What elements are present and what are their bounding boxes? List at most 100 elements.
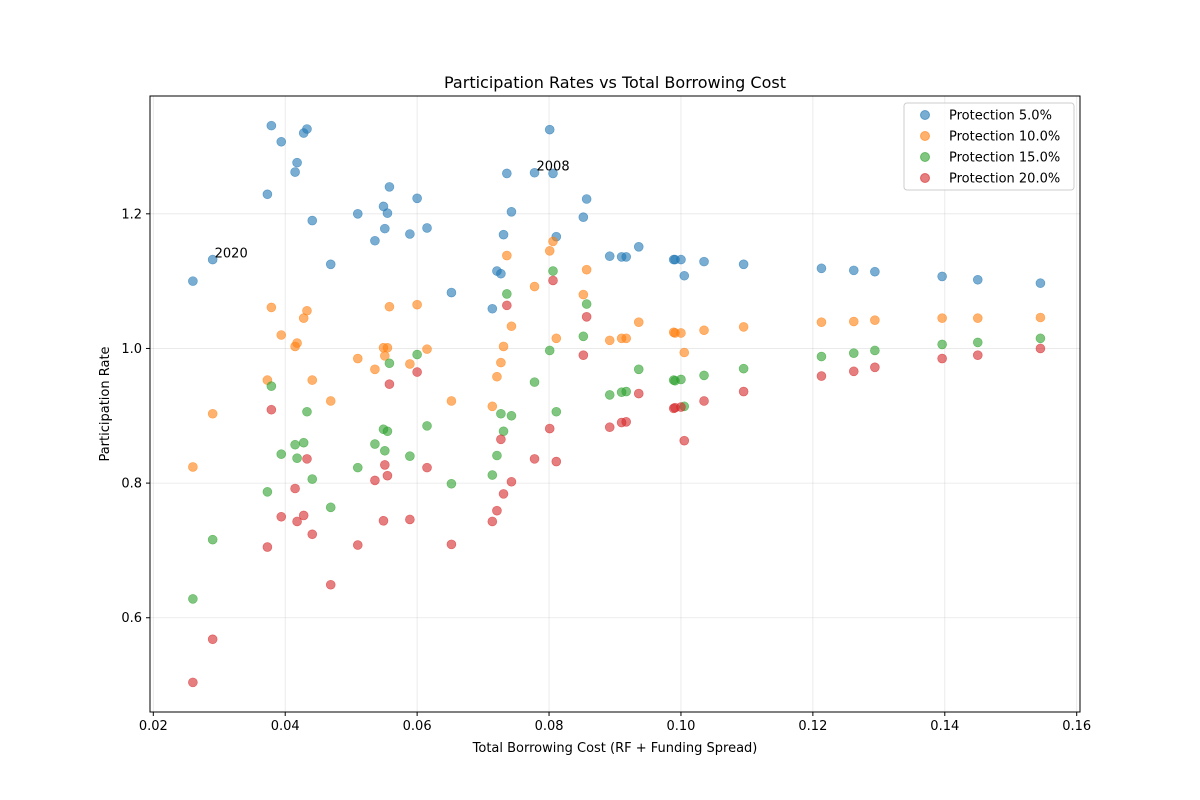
data-point — [581, 264, 592, 275]
data-point — [422, 462, 432, 473]
data-point — [502, 168, 512, 179]
data-point — [378, 516, 389, 526]
data-point — [325, 396, 336, 406]
data-point — [307, 375, 318, 385]
data-point — [578, 331, 589, 342]
data-point — [292, 157, 302, 168]
data-point — [412, 349, 422, 360]
data-point — [604, 422, 615, 433]
data-point — [699, 256, 709, 267]
data-point — [676, 254, 686, 265]
data-point — [266, 120, 277, 131]
data-point — [1035, 343, 1046, 354]
data-point — [621, 417, 632, 427]
data-point — [298, 510, 309, 521]
data-point — [506, 410, 517, 421]
data-point — [352, 209, 363, 219]
legend-box — [903, 102, 1075, 191]
data-point — [207, 534, 218, 545]
data-point — [699, 370, 709, 381]
data-point — [633, 317, 644, 328]
data-point — [262, 487, 273, 497]
data-point — [384, 301, 395, 312]
data-point — [370, 439, 380, 449]
data-point — [325, 579, 336, 590]
data-point — [738, 259, 749, 270]
data-point — [292, 516, 302, 527]
data-point — [738, 363, 749, 374]
data-point — [266, 302, 277, 313]
data-point — [498, 426, 509, 437]
data-point — [207, 634, 218, 645]
data-point — [506, 321, 517, 332]
data-point — [502, 289, 512, 299]
data-point — [422, 421, 432, 431]
data-point — [676, 328, 686, 338]
axis-ticks: 0.02 0.04 0.06 0.08 0.10 0.12 0.14 0.16 0.6 0.8 1.… — [121, 207, 1091, 734]
data-point — [633, 388, 644, 399]
data-point — [848, 366, 859, 377]
data-point — [405, 229, 415, 239]
data-point — [937, 339, 947, 350]
data-point — [1035, 312, 1046, 323]
data-point — [188, 677, 198, 688]
y-tick-label: 1.2 — [121, 207, 142, 222]
data-point — [382, 470, 393, 481]
y-axis-label: Participation Rate — [98, 346, 113, 461]
data-point — [581, 299, 592, 309]
data-point — [262, 542, 273, 552]
data-point — [848, 348, 859, 358]
legend-label: Protection 10.0% — [949, 130, 1060, 145]
data-point — [307, 529, 318, 540]
annotations: 2020 2008 — [215, 160, 570, 262]
data-point — [738, 386, 749, 397]
data-point — [422, 344, 432, 354]
data-point — [266, 381, 277, 391]
series-2 — [188, 236, 1046, 472]
data-point — [266, 404, 277, 415]
data-point — [581, 194, 592, 204]
data-point — [578, 212, 589, 222]
data-point — [1035, 333, 1046, 344]
data-point — [738, 322, 749, 332]
data-points — [188, 120, 1046, 688]
data-point — [699, 325, 709, 336]
legend: Protection 5.0% Protection 10.0% Protectio… — [903, 102, 1075, 191]
data-point — [502, 250, 512, 261]
data-point — [816, 263, 827, 274]
data-point — [578, 350, 589, 360]
data-point — [498, 489, 509, 499]
data-point — [870, 315, 880, 325]
data-point — [548, 168, 558, 179]
data-point — [604, 251, 615, 262]
plot-frame — [149, 95, 1081, 713]
data-point — [412, 299, 422, 310]
legend-label: Protection 5.0% — [949, 109, 1052, 124]
data-point — [302, 124, 312, 134]
data-point — [816, 351, 827, 362]
data-point — [412, 193, 422, 204]
data-point — [487, 401, 498, 412]
data-point — [551, 333, 562, 344]
legend-label: Protection 15.0% — [949, 151, 1060, 166]
data-point — [262, 189, 273, 200]
data-point — [972, 350, 983, 360]
data-point — [529, 281, 540, 292]
data-point — [290, 167, 300, 177]
legend-marker — [920, 131, 930, 141]
data-point — [384, 182, 395, 192]
data-point — [529, 454, 540, 464]
data-point — [529, 377, 540, 387]
data-point — [188, 462, 198, 472]
x-tick-label: 0.02 — [139, 719, 168, 734]
y-tick-label: 1.0 — [121, 342, 142, 357]
data-point — [487, 516, 498, 527]
data-point — [352, 540, 363, 550]
data-point — [380, 460, 390, 470]
data-point — [676, 374, 686, 385]
data-point — [446, 396, 457, 406]
data-point — [496, 408, 506, 419]
data-point — [676, 402, 686, 412]
data-point — [604, 335, 615, 346]
